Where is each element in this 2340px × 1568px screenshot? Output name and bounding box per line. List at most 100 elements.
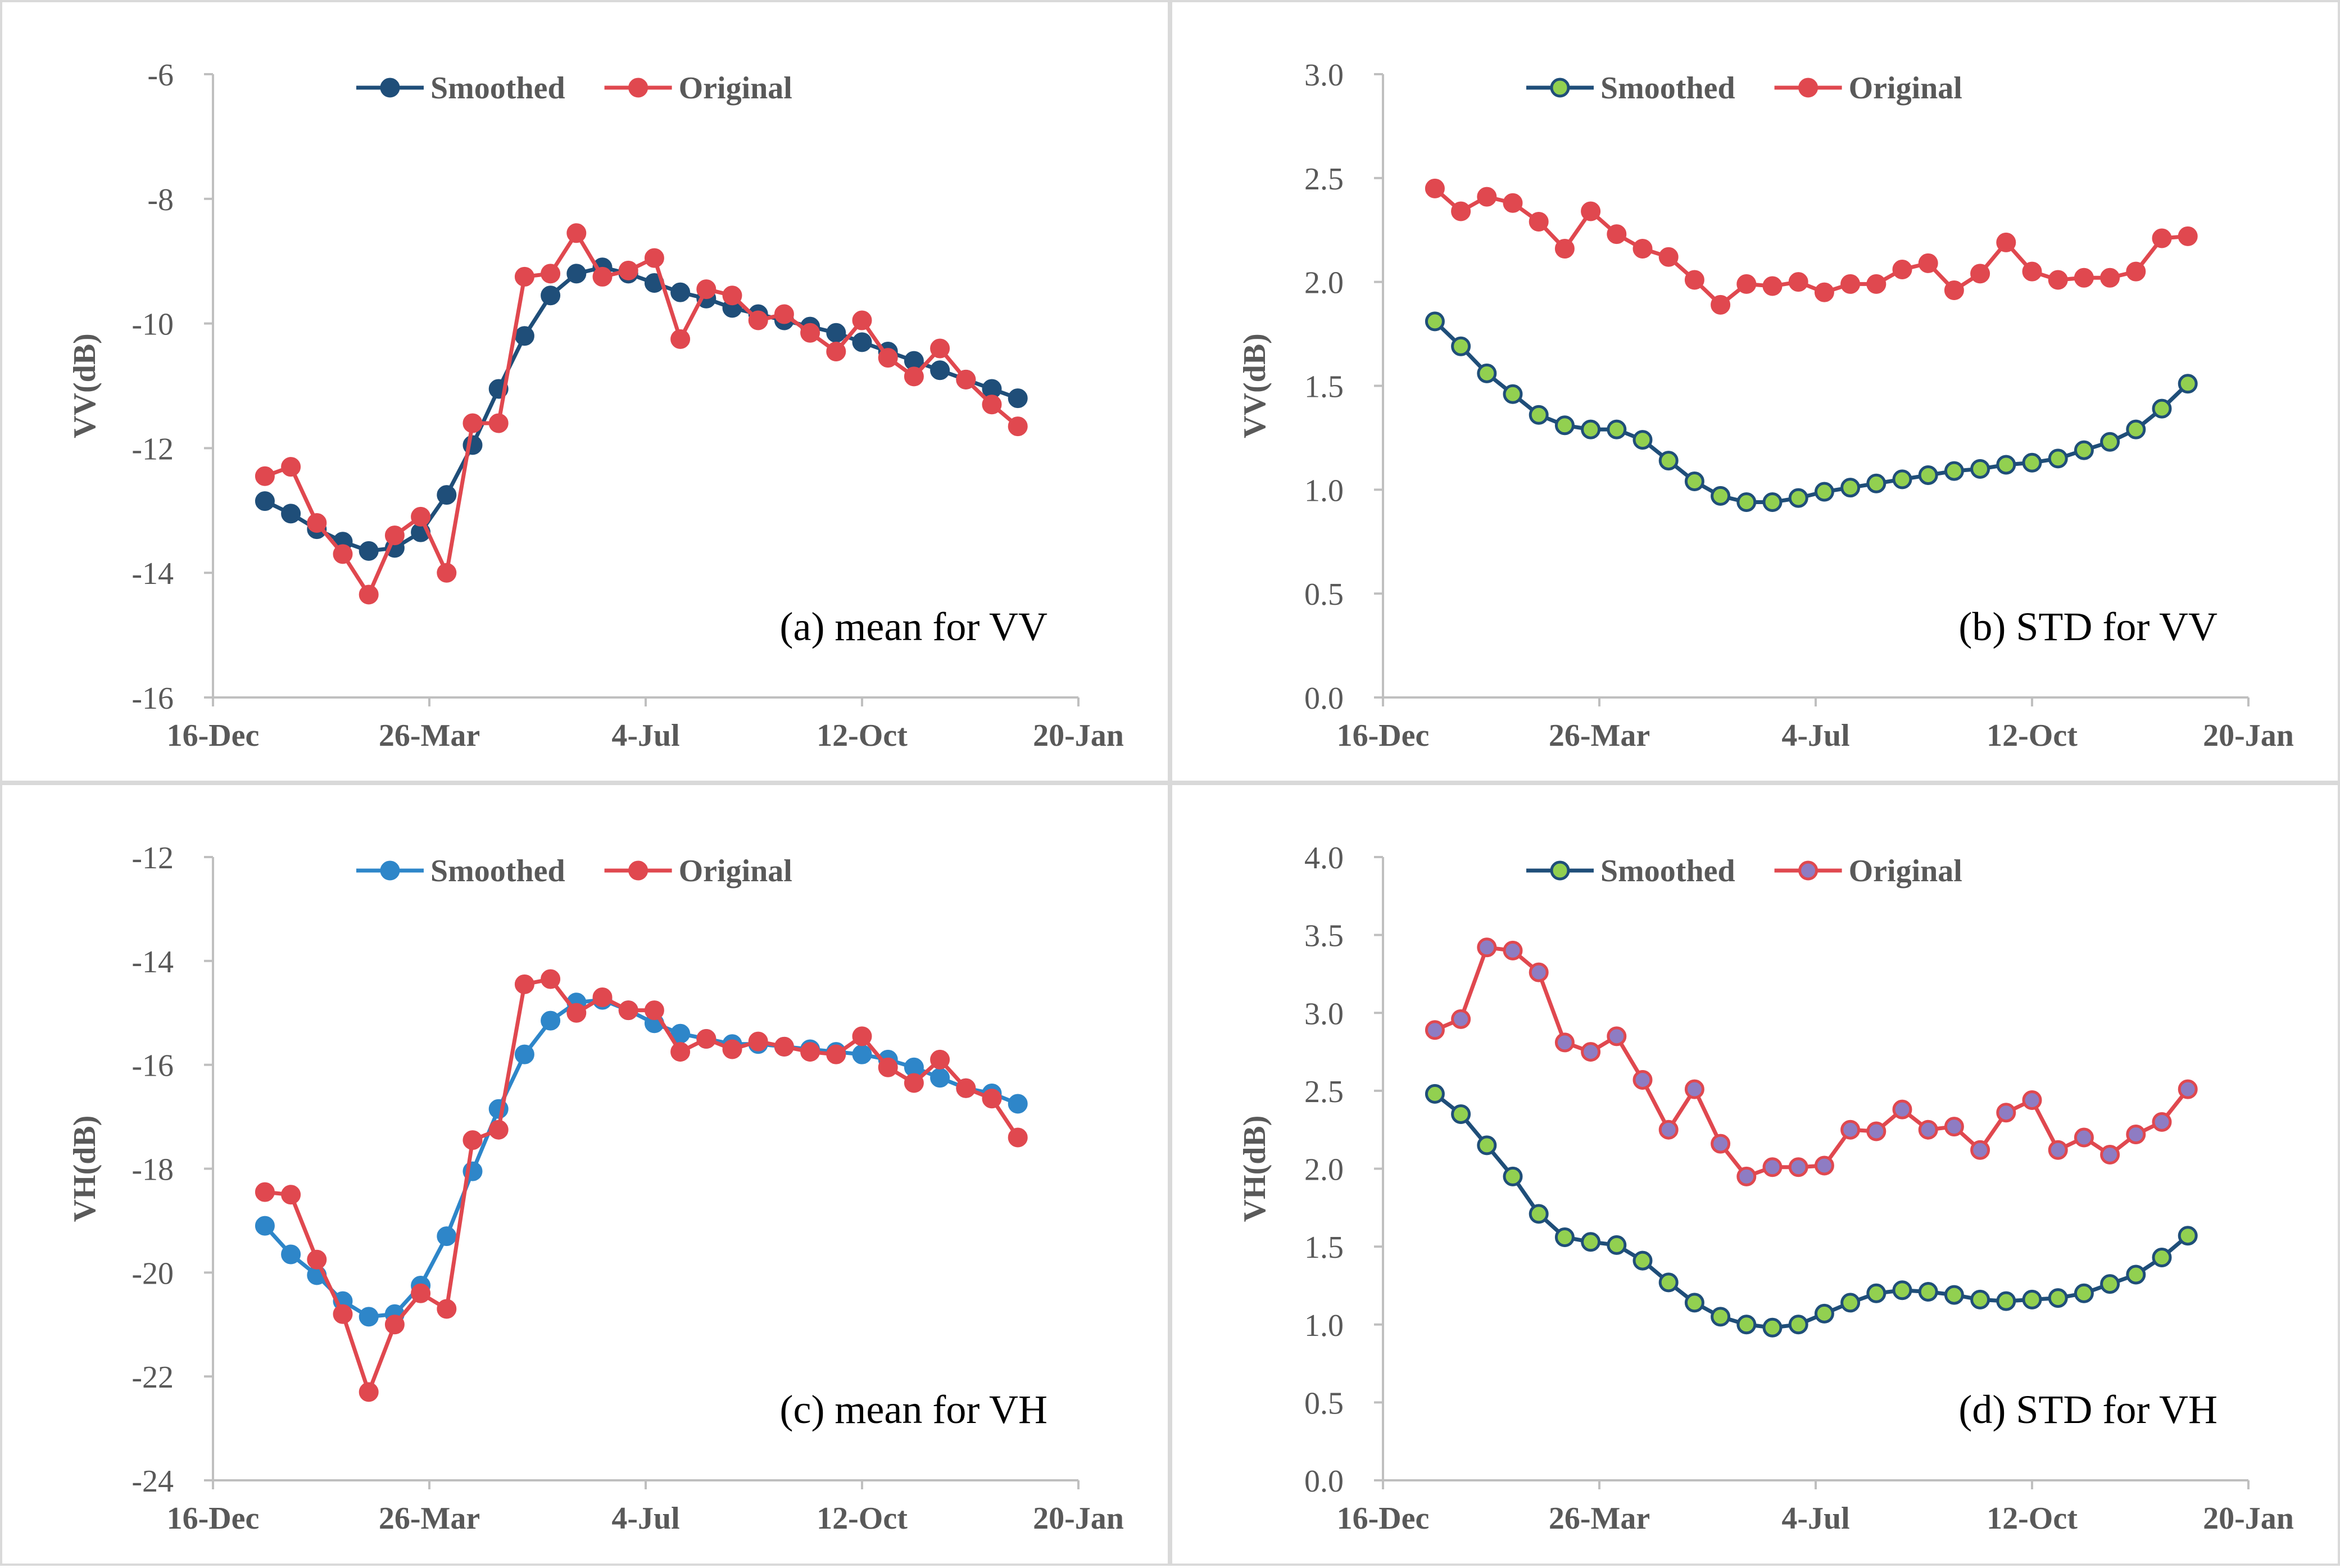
data-point-smoothed xyxy=(1008,388,1028,409)
data-point-original xyxy=(644,1000,664,1021)
x-tick-label: 4-Jul xyxy=(1781,718,1849,753)
data-point-original xyxy=(644,248,664,268)
x-tick-label: 16-Dec xyxy=(167,1501,260,1536)
data-point-original xyxy=(956,369,976,389)
data-point-smoothed xyxy=(437,485,457,505)
data-point-original xyxy=(2178,226,2198,246)
data-point-smoothed xyxy=(514,326,534,346)
data-point-original xyxy=(1814,1155,1834,1176)
chart-b: 0.0 0.5 1.0 1.5 2.0 2.5 3.0 16-Dec 26-Mar 4-Jul 12… xyxy=(1237,58,2294,753)
data-point-smoothed xyxy=(2074,440,2094,460)
legend-swatch-marker xyxy=(1550,860,1570,881)
data-point-original xyxy=(1658,247,1679,267)
data-point-original xyxy=(307,513,327,533)
y-axis-title: VH(dB) xyxy=(1237,1116,1272,1222)
data-point-original xyxy=(514,974,534,994)
data-point-original xyxy=(1477,937,1497,958)
data-point-smoothed xyxy=(930,360,950,380)
data-point-smoothed xyxy=(281,504,301,524)
x-tick-label: 12-Oct xyxy=(1987,1501,2078,1536)
series-line-original xyxy=(1434,187,2188,307)
data-point-original xyxy=(1892,259,1912,279)
y-tick-label: -22 xyxy=(131,1360,174,1395)
y-tick-label: -16 xyxy=(131,681,174,716)
y-tick-label: 3.0 xyxy=(1304,996,1344,1031)
data-point-original xyxy=(1762,276,1783,296)
data-point-original xyxy=(982,395,1002,415)
panel-annotation: (c) mean for VH xyxy=(780,1387,1047,1432)
data-point-smoothed xyxy=(1503,384,1523,404)
y-tick-label: -12 xyxy=(131,432,174,466)
data-point-smoothed xyxy=(1684,472,1704,492)
data-point-original xyxy=(1425,178,1445,198)
data-point-original xyxy=(722,285,742,306)
data-point-original xyxy=(1632,1069,1653,1090)
data-point-smoothed xyxy=(1529,1204,1549,1224)
data-point-original xyxy=(2126,261,2146,282)
data-point-original xyxy=(2074,1127,2094,1148)
y-tick-label: 1.5 xyxy=(1304,370,1344,405)
data-point-original xyxy=(1529,211,1549,232)
legend-swatch-marker xyxy=(628,860,649,881)
data-point-smoothed xyxy=(1425,1084,1445,1104)
series-line-original xyxy=(265,977,1020,1394)
legend-item-smoothed: Smoothed xyxy=(1526,71,1735,106)
y-tick-label: 0.5 xyxy=(1304,577,1344,612)
data-point-original xyxy=(852,1026,872,1046)
legend-label: Smoothed xyxy=(1600,854,1735,889)
data-point-original xyxy=(281,1185,301,1205)
data-point-smoothed xyxy=(1970,1289,1990,1309)
series-line-smoothed xyxy=(263,998,1019,1319)
data-point-original xyxy=(462,1130,483,1150)
data-point-original xyxy=(1788,272,1808,292)
data-point-original xyxy=(1788,1157,1808,1177)
data-point-original xyxy=(982,1089,1002,1109)
data-point-smoothed xyxy=(1788,1315,1808,1335)
legend-label: Original xyxy=(1849,854,1962,889)
data-point-original xyxy=(2152,228,2172,248)
data-point-original xyxy=(1736,1166,1757,1186)
x-tick-label: 26-Mar xyxy=(379,718,480,753)
data-point-smoothed xyxy=(2048,448,2068,469)
data-point-smoothed xyxy=(2100,1274,2120,1294)
data-point-smoothed xyxy=(1711,1307,1731,1327)
y-tick-label: -10 xyxy=(131,307,174,342)
x-tick-label: 16-Dec xyxy=(1337,718,1430,753)
panel-annotation: (b) STD for VV xyxy=(1958,604,2217,649)
legend-item-smoothed: Smoothed xyxy=(356,854,565,889)
y-tick-label: -8 xyxy=(147,183,174,217)
data-point-original xyxy=(1736,274,1757,294)
data-point-original xyxy=(1918,253,1938,273)
data-point-smoothed xyxy=(1892,469,1912,490)
data-point-original xyxy=(1632,239,1653,259)
x-tick-label: 16-Dec xyxy=(1337,1501,1430,1536)
data-point-original xyxy=(2022,1090,2042,1111)
data-point-smoothed xyxy=(1814,482,1834,502)
data-point-smoothed xyxy=(1477,1135,1497,1155)
data-point-smoothed xyxy=(514,1044,534,1064)
data-point-original xyxy=(722,1039,742,1059)
data-point-smoothed xyxy=(1918,465,1938,485)
data-point-original xyxy=(1866,1121,1886,1141)
data-point-smoothed xyxy=(2048,1288,2068,1308)
chart-c: -24 -22 -20 -18 -16 -14 -12 16-Dec 26-Mar 4-Jul 12… xyxy=(67,841,1124,1536)
data-point-original xyxy=(670,1042,691,1062)
y-tick-label: -20 xyxy=(131,1256,174,1291)
data-point-smoothed xyxy=(437,1226,457,1247)
y-tick-label: -14 xyxy=(131,945,174,980)
legend-item-original: Original xyxy=(604,854,792,889)
data-point-smoothed xyxy=(1892,1280,1912,1300)
data-point-original xyxy=(2126,1125,2146,1145)
x-tick-label: 20-Jan xyxy=(1033,1501,1124,1536)
data-point-original xyxy=(1866,274,1886,294)
data-point-smoothed xyxy=(1554,1227,1575,1247)
legend-item-original: Original xyxy=(1774,854,1962,889)
data-point-original xyxy=(1008,1127,1028,1148)
data-point-original xyxy=(333,1304,353,1324)
y-tick-label: 0.0 xyxy=(1304,681,1344,716)
panel-c: -24 -22 -20 -18 -16 -14 -12 16-Dec 26-Mar 4-Jul 12… xyxy=(0,783,1170,1566)
y-tick-label: 0.0 xyxy=(1304,1464,1344,1499)
data-point-original xyxy=(2048,270,2068,290)
data-point-smoothed xyxy=(359,541,379,561)
data-point-original xyxy=(1554,1032,1575,1053)
